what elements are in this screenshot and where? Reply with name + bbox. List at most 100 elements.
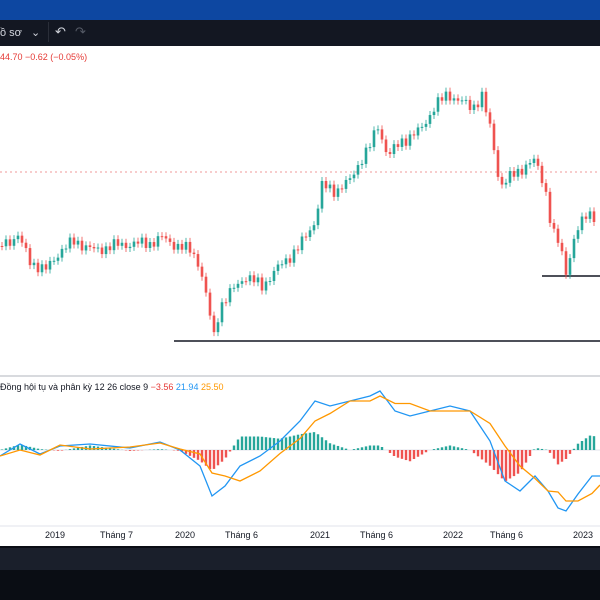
candle-body (292, 249, 296, 263)
x-tick-label: 2021 (310, 530, 331, 540)
macd-hist-bar (40, 449, 44, 450)
macd-hist-bar (408, 450, 412, 462)
candle-body (212, 315, 216, 333)
candle-body (36, 262, 40, 273)
macd-hist-bar (592, 436, 596, 450)
macd-hist-bar (276, 438, 280, 450)
chart-area[interactable]: 44.70 −0.62 (−0.05%) Đồng hội tụ và phân… (0, 46, 600, 546)
x-tick-label: 2023 (573, 530, 594, 540)
candle-body (224, 302, 228, 304)
macd-hist-bar (156, 449, 160, 450)
macd-hist-bar (320, 437, 324, 450)
macd-hist-bar (548, 450, 552, 453)
candle-body (456, 98, 460, 101)
macd-hist-bar (60, 450, 64, 451)
candle-body (412, 134, 416, 136)
macd-hist-bar (308, 432, 312, 450)
macd-hist-bar (284, 437, 288, 450)
candle-body (560, 242, 564, 252)
macd-hist-bar (452, 446, 456, 450)
candle-body (344, 179, 348, 189)
macd-hist-bar (424, 450, 428, 453)
macd-hist-bar (328, 443, 332, 450)
candle-body (360, 163, 364, 166)
candle-body (304, 236, 308, 238)
macd-hist-bar (192, 450, 196, 458)
macd-hist-bar (212, 450, 216, 469)
macd-hist-bar (588, 435, 592, 450)
macd-hist-bar (476, 450, 480, 457)
candle-body (460, 100, 464, 102)
candle-body (448, 91, 452, 101)
candle-body (240, 281, 244, 284)
macd-hist-bar (412, 450, 416, 459)
macd-hist-bar (484, 450, 488, 463)
macd-hist-bar (512, 450, 516, 477)
candle-body (172, 241, 176, 250)
candle-body (76, 240, 80, 245)
macd-hist-bar (488, 450, 492, 466)
x-tick-label: 2019 (45, 530, 66, 540)
candle-body (104, 246, 108, 255)
candle-body (200, 266, 204, 277)
macd-hist-bar (520, 450, 524, 470)
candle-body (552, 222, 556, 229)
candle-body (592, 211, 596, 223)
candle-body (208, 292, 212, 316)
macd-hist-bar (400, 450, 404, 459)
candle-body (244, 281, 248, 283)
candle-body (340, 188, 344, 190)
candle-body (68, 237, 72, 249)
macd-hist-bar (528, 450, 532, 456)
macd-hist-bar (152, 449, 156, 450)
macd-hist-bar (288, 436, 292, 450)
candle-body (148, 242, 152, 248)
candle-body (464, 99, 468, 101)
candle-body (180, 243, 184, 250)
macd-hist-bar (112, 448, 116, 450)
macd-hist-bar (232, 445, 236, 450)
profile-menu[interactable]: ồ sơ ⌄ (0, 26, 40, 39)
candle-body (584, 216, 588, 219)
candle-body (436, 97, 440, 112)
candle-body (568, 258, 572, 275)
candle-body (152, 242, 156, 247)
macd-hist-bar (128, 450, 132, 451)
macd-hist-bar (564, 450, 568, 459)
candle-body (156, 236, 160, 247)
macd-hist-bar (68, 449, 72, 450)
candle-body (416, 127, 420, 136)
candle-body (368, 147, 372, 149)
candle-body (484, 91, 488, 113)
macd-hist-bar (576, 443, 580, 450)
macd-hist-bar (372, 445, 376, 450)
macd-hist-bar (448, 445, 452, 450)
candle-body (92, 246, 96, 249)
undo-icon[interactable]: ↶ (55, 24, 66, 39)
candle-body (236, 283, 240, 288)
candle-body (324, 180, 328, 189)
macd-hist-bar (352, 449, 356, 450)
redo-icon[interactable]: ↷ (75, 24, 86, 39)
candle-body (16, 235, 20, 240)
macd-hist-bar (584, 438, 588, 450)
toolbar-divider (48, 22, 49, 42)
candle-body (520, 168, 524, 175)
macd-hist-bar (492, 450, 496, 470)
macd-hist-bar (532, 449, 536, 450)
candle-body (280, 264, 284, 266)
candle-body (572, 238, 576, 259)
candle-body (492, 123, 496, 151)
candle-body (248, 275, 252, 282)
macd-hist-bar (524, 450, 528, 463)
macd-hist-bar (4, 448, 8, 450)
candle-body (8, 239, 12, 246)
macd-hist-bar (300, 433, 304, 450)
macd-hist-bar (236, 439, 240, 450)
macd-value-hist: −3.56 (150, 382, 174, 392)
macd-hist-bar (464, 449, 468, 450)
macd-hist-bar (432, 449, 436, 450)
candle-body (60, 248, 64, 258)
macd-hist-bar (256, 436, 260, 450)
x-tick-label: 2022 (443, 530, 464, 540)
